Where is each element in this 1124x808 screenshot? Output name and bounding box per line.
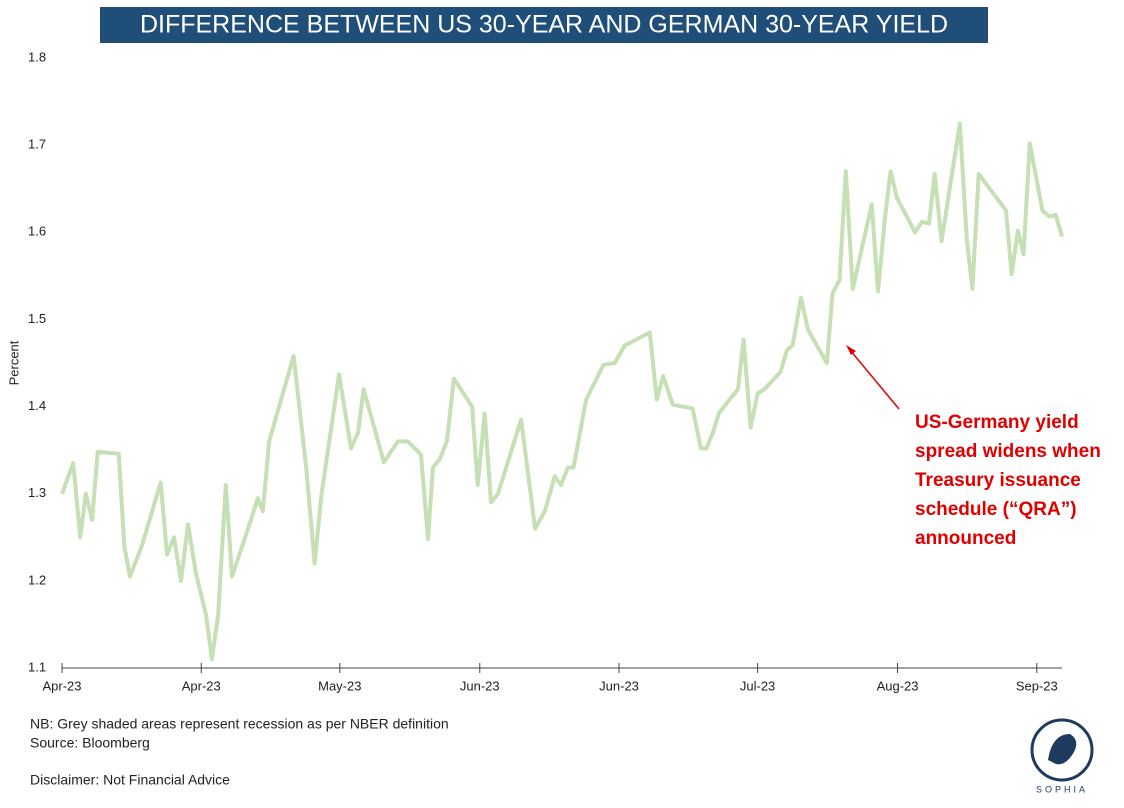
logo-figure (1048, 734, 1077, 765)
y-tick-label: 1.8 (28, 49, 46, 64)
logo-text: SOPHIA (1036, 784, 1088, 794)
x-tick-label: Jun-23 (460, 678, 500, 693)
annotation: announced (915, 528, 1016, 549)
logo-ring (1030, 718, 1094, 782)
x-tick-label: Aug-23 (877, 678, 919, 693)
annotation: Treasury issuance (915, 470, 1081, 491)
y-axis-label: Percent (6, 340, 21, 385)
annotation: US-Germany yield (915, 412, 1079, 433)
annotation: spread widens when (915, 441, 1101, 462)
y-tick-label: 1.6 (28, 224, 46, 239)
x-tick-label: Apr-23 (42, 678, 81, 693)
annotation: schedule (“QRA”) (915, 499, 1077, 520)
y-tick-label: 1.2 (28, 572, 46, 587)
y-tick-label: 1.4 (28, 398, 46, 413)
note: NB: Grey shaded areas represent recessio… (30, 716, 449, 732)
note: Source: Bloomberg (30, 735, 150, 751)
chart-title: DIFFERENCE BETWEEN US 30-YEAR AND GERMAN… (140, 11, 948, 39)
x-tick-label: Apr-23 (182, 678, 221, 693)
x-tick-label: May-23 (318, 678, 361, 693)
data-line (60, 121, 1064, 662)
y-tick-label: 1.5 (28, 311, 46, 326)
x-tick-label: Sep-23 (1016, 678, 1058, 693)
x-tick-label: Jun-23 (599, 678, 639, 693)
annotation-arrow (849, 349, 900, 410)
y-tick-label: 1.1 (28, 659, 46, 674)
arrow-head (846, 345, 856, 355)
y-tick-label: 1.7 (28, 137, 46, 152)
disclaimer: Disclaimer: Not Financial Advice (30, 772, 230, 788)
x-tick-label: Jul-23 (740, 678, 775, 693)
y-tick-label: 1.3 (28, 485, 46, 500)
title-bar (100, 7, 988, 43)
logo: SOPHIA (1030, 718, 1094, 794)
